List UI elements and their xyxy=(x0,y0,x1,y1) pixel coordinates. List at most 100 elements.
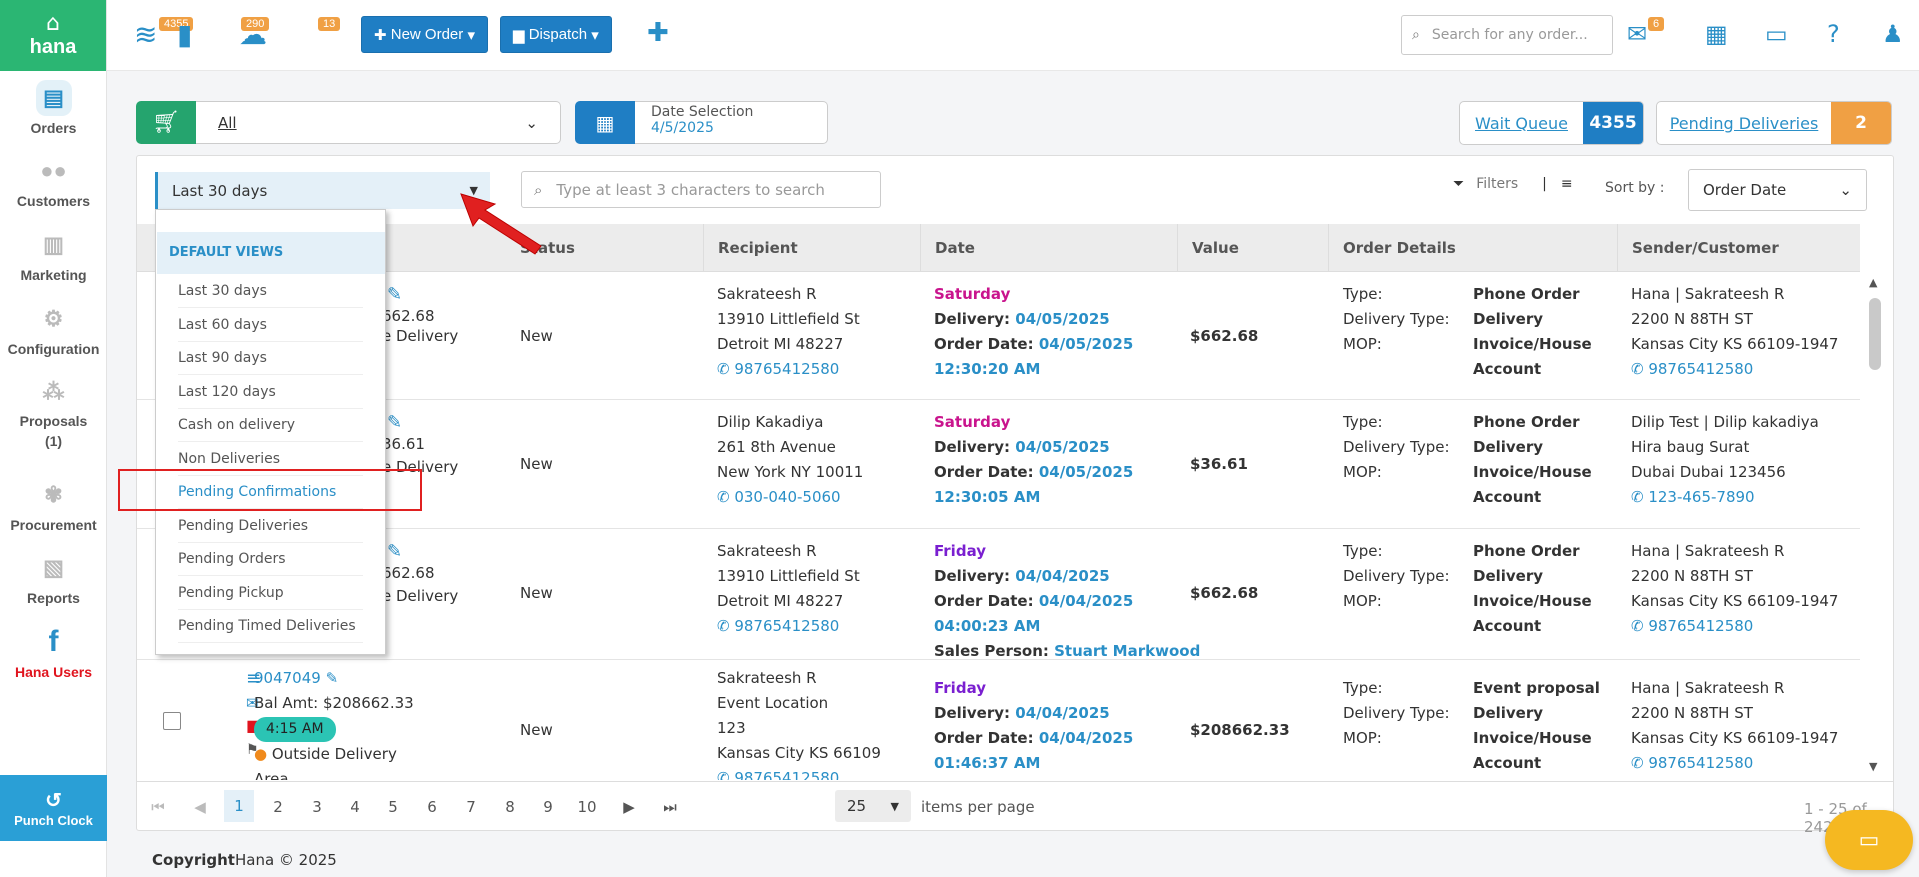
table-row[interactable]: ≡ ✉ ■ ⚑ 9047049 ✎ Bal Amt: $208662.33 4:… xyxy=(137,660,1860,780)
monitor-icon[interactable]: ▭ xyxy=(1765,20,1788,48)
flag-icon[interactable]: ⚑ xyxy=(246,742,259,758)
sidebar-item-marketing[interactable]: ▥ Marketing xyxy=(0,218,107,292)
page-5[interactable]: 5 xyxy=(388,798,398,816)
date-cell: Saturday Delivery: 04/05/2025 Order Date… xyxy=(934,282,1133,382)
chat-bubble-icon[interactable]: ☁ xyxy=(239,18,267,51)
sidebar-item-procurement[interactable]: ✾ Procurement xyxy=(0,468,107,542)
view-option[interactable]: Last 30 days xyxy=(178,275,363,308)
sidebar-item-orders[interactable]: ▤ Orders xyxy=(0,71,107,145)
cart-button[interactable]: 🛒︎ xyxy=(136,101,196,144)
filters-button[interactable]: ⏷ Filters | ≡ xyxy=(1453,176,1573,192)
view-option[interactable]: Pending Timed Deliveries xyxy=(178,610,363,643)
phone-icon: ✆ xyxy=(1631,617,1649,635)
page-4[interactable]: 4 xyxy=(350,798,360,816)
view-option[interactable]: Last 60 days xyxy=(178,309,363,342)
mop-value-2: Account xyxy=(1473,360,1542,378)
sender-phone[interactable]: ✆ 98765412580 xyxy=(1631,614,1838,639)
view-option-pending-confirmations[interactable]: Pending Confirmations xyxy=(178,476,363,509)
recipient-phone[interactable]: ✆ 98765412580 xyxy=(717,357,860,382)
col-sender-customer[interactable]: Sender/Customer xyxy=(1617,224,1779,272)
wait-queue-button[interactable]: Wait Queue 4355 xyxy=(1459,101,1644,145)
scroll-down-icon[interactable]: ▼ xyxy=(1869,760,1878,773)
row-checkbox[interactable] xyxy=(163,712,181,730)
page-8[interactable]: 8 xyxy=(505,798,515,816)
prev-page-icon[interactable]: ◀ xyxy=(194,798,206,816)
recipient-phone[interactable]: ✆ 030-040-5060 xyxy=(717,485,863,510)
page-9[interactable]: 9 xyxy=(543,798,553,816)
view-option[interactable]: Non Deliveries xyxy=(178,443,363,476)
table-row[interactable]: ✎ 36.61 e Delivery New Dilip Kakadiya 26… xyxy=(137,400,1860,529)
sidebar-item-customers[interactable]: ●● Customers xyxy=(0,144,107,218)
sidebar-item-proposals[interactable]: ⁂ Proposals (1) xyxy=(0,377,107,451)
pagination: ⏮ ◀ 1 2 3 4 5 6 7 8 9 10 ▶ ⏭ 25 ▼ items … xyxy=(137,781,1894,836)
sort-select[interactable]: Order Date ⌄ xyxy=(1688,169,1867,211)
sender-phone[interactable]: ✆ 98765412580 xyxy=(1631,751,1838,776)
pending-deliveries-button[interactable]: Pending Deliveries 2 xyxy=(1656,101,1892,145)
sender-phone[interactable]: ✆ 123-465-7890 xyxy=(1631,485,1819,510)
table-scrollbar[interactable]: ▲ ▼ xyxy=(1866,272,1884,780)
view-option[interactable]: Cash on delivery xyxy=(178,409,363,442)
mail-icon[interactable]: ✉ xyxy=(1627,20,1648,48)
view-option[interactable]: Pending Pickup xyxy=(178,577,363,610)
table-search-input[interactable]: ⌕ Type at least 3 characters to search xyxy=(521,171,881,208)
recipient-phone[interactable]: ✆ 98765412580 xyxy=(717,614,860,639)
dispatch-button[interactable]: ▆ Dispatch ▾ xyxy=(500,16,612,53)
next-page-icon[interactable]: ▶ xyxy=(623,798,635,816)
sidebar-item-configuration[interactable]: ⚙ Configuration xyxy=(0,292,107,366)
sender-phone[interactable]: ✆ 98765412580 xyxy=(1631,357,1838,382)
first-page-icon[interactable]: ⏮ xyxy=(151,798,165,816)
table-row[interactable]: ✎ 662.68 e Delivery New Sakrateesh R 139… xyxy=(137,272,1860,400)
clock-icon: ↺ xyxy=(45,790,62,812)
sidebar-item-label: Customers xyxy=(16,193,91,209)
col-order-details[interactable]: Order Details xyxy=(1328,224,1456,272)
clipboard-icon[interactable]: ▮ xyxy=(177,18,193,51)
envelope-icon[interactable]: ✉ xyxy=(246,694,259,712)
hana-logo[interactable]: ⌂ hana xyxy=(0,0,106,71)
view-option[interactable]: Pending Deliveries xyxy=(178,510,363,543)
punch-clock-button[interactable]: ↺ Punch Clock xyxy=(0,775,107,841)
scroll-up-icon[interactable]: ▲ xyxy=(1869,276,1878,289)
phone-icon: ✆ xyxy=(1631,360,1649,378)
page-10[interactable]: 10 xyxy=(577,798,597,816)
recipient-cell: Sakrateesh R Event Location 123 Kansas C… xyxy=(717,666,881,780)
user-icon[interactable]: ♟ xyxy=(1882,20,1904,48)
global-search-input[interactable]: ⌕ Search for any order... xyxy=(1401,15,1613,55)
calendar-button[interactable]: ▦ xyxy=(575,101,635,144)
last-page-icon[interactable]: ⏭ xyxy=(663,798,677,816)
edit-icon[interactable]: ✎ xyxy=(325,669,339,687)
mop-value: Invoice/House xyxy=(1473,335,1592,353)
view-option[interactable]: Last 120 days xyxy=(178,376,363,409)
col-value[interactable]: Value xyxy=(1177,224,1239,272)
page-3[interactable]: 3 xyxy=(312,798,322,816)
stack-icon[interactable]: ≋ xyxy=(134,18,158,51)
date-selection[interactable]: Date Selection 4/5/2025 xyxy=(635,101,828,144)
calendar-icon[interactable]: ▦ xyxy=(1705,20,1728,48)
table-row[interactable]: ✎ 662.68 e Delivery New Sakrateesh R 139… xyxy=(137,529,1860,660)
view-select[interactable]: Last 30 days ▼ xyxy=(155,172,490,209)
new-order-button[interactable]: ✚ New Order ▾ xyxy=(361,16,488,53)
sidebar-item-reports[interactable]: ▧ Reports xyxy=(0,541,107,615)
order-id-link[interactable]: 9047049 xyxy=(254,669,321,687)
page-6[interactable]: 6 xyxy=(427,798,437,816)
items-per-page-select[interactable]: 25 ▼ xyxy=(835,790,911,822)
add-plus-icon[interactable]: ✚ xyxy=(647,18,669,48)
store-select[interactable]: All ⌄ xyxy=(196,101,561,144)
sidebar-item-hana-users[interactable]: f Hana Users xyxy=(0,615,107,689)
page-7[interactable]: 7 xyxy=(466,798,476,816)
edit-icon[interactable]: ✎ xyxy=(387,412,403,433)
scrollbar-thumb[interactable] xyxy=(1869,298,1881,370)
sort-lines-icon[interactable]: ≡ xyxy=(1560,176,1573,192)
page-2[interactable]: 2 xyxy=(273,798,283,816)
mop-value-2: Account xyxy=(1473,617,1542,635)
view-option[interactable]: Pending Orders xyxy=(178,543,363,576)
edit-icon[interactable]: ✎ xyxy=(387,284,403,305)
menu-icon[interactable]: ≡ xyxy=(246,668,262,689)
view-option[interactable]: Last 90 days xyxy=(178,342,363,375)
page-1[interactable]: 1 xyxy=(224,790,254,822)
col-date[interactable]: Date xyxy=(920,224,975,272)
recipient-phone[interactable]: ✆ 98765412580 xyxy=(717,766,881,780)
col-recipient[interactable]: Recipient xyxy=(703,224,798,272)
edit-icon[interactable]: ✎ xyxy=(387,541,403,562)
help-icon[interactable]: ? xyxy=(1827,20,1840,48)
chat-widget-button[interactable]: ▭ xyxy=(1825,810,1913,870)
